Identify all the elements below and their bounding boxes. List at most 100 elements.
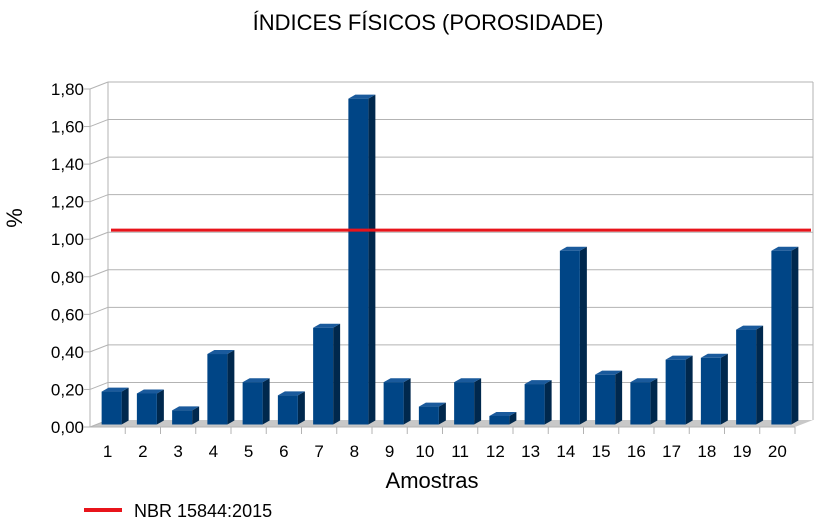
x-tick-label: 2 <box>138 442 147 461</box>
legend-label: NBR 15844:2015 <box>134 501 272 521</box>
gridline-side <box>89 381 109 390</box>
bar-side <box>650 378 658 425</box>
bar-side <box>509 411 517 425</box>
bar-side <box>544 380 552 425</box>
bar <box>172 410 193 425</box>
bar <box>736 329 757 425</box>
bar <box>665 359 686 425</box>
x-tick-label: 20 <box>768 442 787 461</box>
bar-top <box>383 378 411 383</box>
y-tick-label: 0,00 <box>51 418 84 437</box>
bar-top <box>736 325 764 330</box>
y-tick-label: 1,40 <box>51 155 84 174</box>
bar <box>207 354 228 425</box>
bar-side <box>333 323 341 425</box>
bar <box>454 382 475 425</box>
bar-top <box>559 246 587 251</box>
bar-top <box>207 350 235 355</box>
gridline-side <box>89 231 109 240</box>
x-axis-label: Amostras <box>386 468 479 493</box>
x-tick-label: 6 <box>279 442 288 461</box>
x-tick-label: 3 <box>173 442 182 461</box>
x-tick-label: 11 <box>451 442 469 461</box>
bar <box>313 327 334 425</box>
y-tick-label: 1,80 <box>51 80 84 99</box>
bar-side <box>579 246 587 425</box>
gridline-side <box>89 344 109 353</box>
bar <box>700 357 721 425</box>
gridline-side <box>89 269 109 278</box>
gridline-side <box>89 156 109 165</box>
bar <box>277 395 298 425</box>
bar-top <box>489 411 517 416</box>
bar-top <box>313 323 341 328</box>
bar-side <box>156 389 164 425</box>
bar-side <box>791 246 799 425</box>
y-tick-label: 0,40 <box>51 343 84 362</box>
x-tick-label: 5 <box>244 442 253 461</box>
x-tick-label: 15 <box>592 442 611 461</box>
x-tick-label: 17 <box>662 442 681 461</box>
bar <box>101 391 122 425</box>
bar-top <box>418 402 446 407</box>
bar-top <box>700 353 728 358</box>
bar-top <box>242 378 270 383</box>
x-tick-label: 12 <box>486 442 505 461</box>
bar-top <box>277 391 305 396</box>
bar <box>348 98 369 425</box>
x-tick-label: 13 <box>521 442 540 461</box>
bar-side <box>192 406 200 425</box>
bar <box>383 382 404 425</box>
chart-title: ÍNDICES FÍSICOS (POROSIDADE) <box>253 10 604 35</box>
y-tick-label: 1,20 <box>51 193 84 212</box>
bar-side <box>262 378 270 425</box>
y-tick-label: 0,20 <box>51 380 84 399</box>
x-tick-label: 4 <box>209 442 218 461</box>
bar-side <box>438 402 446 425</box>
x-tick-label: 8 <box>350 442 359 461</box>
bar-side <box>121 387 129 425</box>
bar-top <box>136 389 164 394</box>
x-tick-label: 7 <box>314 442 323 461</box>
bar <box>630 382 651 425</box>
legend: NBR 15844:2015 <box>84 501 272 521</box>
bar-side <box>615 370 623 425</box>
bar <box>559 250 580 425</box>
x-tick-label: 19 <box>733 442 752 461</box>
bar-side <box>756 325 764 425</box>
bar <box>136 393 157 425</box>
bar-top <box>524 380 552 385</box>
bar-top <box>630 378 658 383</box>
bar-top <box>172 406 200 411</box>
x-tick-label: 1 <box>103 442 112 461</box>
x-tick-label: 16 <box>627 442 646 461</box>
bar <box>489 415 510 425</box>
bar-top <box>101 387 129 392</box>
bar-top <box>348 94 376 99</box>
gridline-side <box>89 194 109 203</box>
bar-top <box>665 355 693 360</box>
x-tick-label: 14 <box>556 442 575 461</box>
x-tick-label: 18 <box>697 442 716 461</box>
bar-side <box>297 391 305 425</box>
bar <box>595 374 616 425</box>
bar <box>524 384 545 425</box>
y-tick-label: 1,60 <box>51 118 84 137</box>
bar-side <box>720 353 728 425</box>
y-tick-label: 0,80 <box>51 268 84 287</box>
bar-top <box>771 246 799 251</box>
bar-side <box>368 94 376 425</box>
bar-side <box>227 350 235 425</box>
bar-top <box>454 378 482 383</box>
x-tick-label: 9 <box>385 442 394 461</box>
bar-top <box>595 370 623 375</box>
x-tick-label: 10 <box>415 442 434 461</box>
y-tick-label: 1,00 <box>51 230 84 249</box>
bar <box>418 406 439 425</box>
y-axis-label: % <box>2 208 27 228</box>
bar <box>242 382 263 425</box>
bar-side <box>474 378 482 425</box>
gridline-side <box>89 306 109 315</box>
bar-side <box>685 355 693 425</box>
